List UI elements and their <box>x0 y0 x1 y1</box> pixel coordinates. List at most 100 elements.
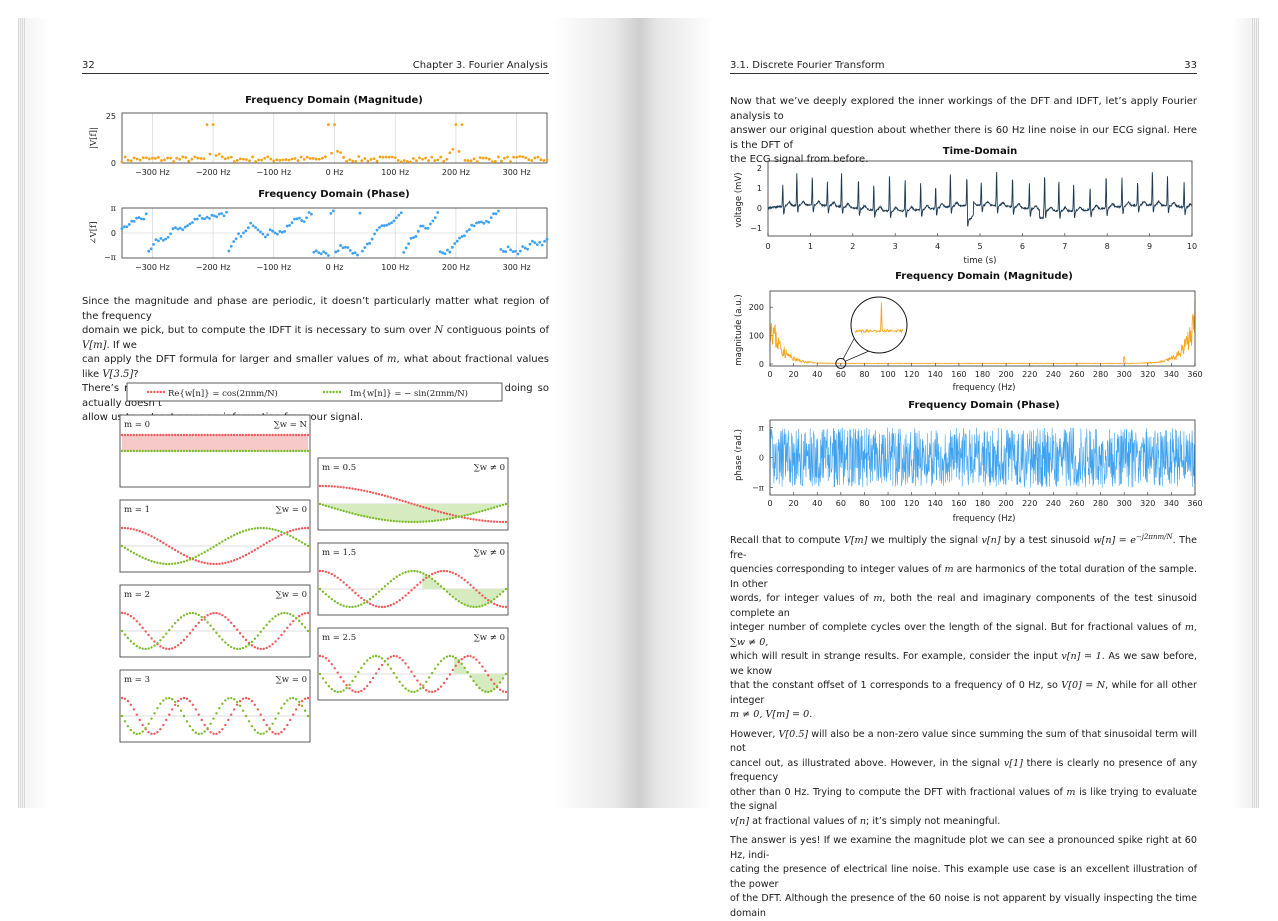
im-point <box>395 520 398 523</box>
phase-point <box>161 238 165 242</box>
text-line: However, V[0.5] will also be a non-zero … <box>730 728 1197 755</box>
im-point <box>156 449 159 453</box>
re-point <box>144 532 147 535</box>
re-point <box>306 526 310 530</box>
phase-point <box>123 225 126 229</box>
panel-m-label: m = 1.5 <box>322 548 356 558</box>
phase-point <box>358 211 362 215</box>
im-point <box>374 654 378 658</box>
magnitude-point <box>299 155 303 159</box>
re-point <box>292 433 295 437</box>
re-point <box>232 708 236 711</box>
im-point <box>256 449 260 453</box>
im-point <box>173 562 177 565</box>
legend-re-marker <box>146 390 150 394</box>
im-point <box>259 449 262 453</box>
phase-point <box>293 217 296 221</box>
re-point <box>141 626 144 630</box>
re-point <box>327 571 331 574</box>
x-tick-label: 60 <box>836 370 846 379</box>
legend-re-marker <box>162 390 166 394</box>
phase-point <box>433 216 437 220</box>
im-point <box>457 600 460 603</box>
magnitude-point <box>381 155 385 159</box>
phase-point <box>249 221 253 225</box>
im-point <box>218 449 221 453</box>
re-point <box>203 723 206 727</box>
im-point <box>132 551 136 555</box>
im-point <box>416 520 419 524</box>
re-point <box>377 667 381 671</box>
im-point <box>141 647 144 650</box>
im-point <box>144 449 147 453</box>
im-point <box>176 449 180 453</box>
im-point <box>235 700 239 704</box>
phase-point <box>244 229 248 233</box>
re-point <box>244 553 248 557</box>
im-point <box>395 676 398 679</box>
x-tick-label: −200 Hz <box>196 168 231 177</box>
re-point <box>253 548 257 552</box>
magnitude-point <box>242 157 245 161</box>
im-point <box>463 666 466 670</box>
phase-point <box>426 226 430 230</box>
re-point <box>170 433 174 437</box>
im-point <box>436 582 440 585</box>
re-point <box>179 433 183 437</box>
magnitude-point <box>454 123 458 126</box>
im-point <box>422 520 425 523</box>
re-point <box>247 433 251 437</box>
im-point <box>227 643 230 647</box>
im-point <box>256 526 260 530</box>
im-point <box>250 724 254 728</box>
panel-frame <box>119 584 311 658</box>
sinusoid-panel: m = 0 ∑w = N <box>119 414 311 488</box>
im-point <box>253 449 257 453</box>
re-point <box>448 513 452 516</box>
panel-sum-label: ∑w = N <box>274 420 308 430</box>
im-point <box>428 575 431 578</box>
re-point <box>162 541 165 545</box>
re-point <box>318 569 322 573</box>
im-point <box>268 449 271 453</box>
im-point <box>132 449 136 453</box>
re-point <box>162 433 165 437</box>
magnitude-point <box>402 159 406 162</box>
re-point <box>348 486 351 490</box>
im-point <box>416 570 419 573</box>
magnitude-point <box>172 160 176 163</box>
magnitude-point <box>181 155 185 159</box>
im-point <box>460 601 463 605</box>
im-point <box>235 449 239 453</box>
re-point <box>141 433 144 437</box>
x-tick-label: 300 Hz <box>503 263 531 272</box>
left-phase-ytick: π <box>111 204 116 213</box>
im-point <box>159 449 162 453</box>
magnitude-point <box>223 157 227 161</box>
re-point <box>333 485 336 488</box>
magnitude-point <box>436 158 440 162</box>
phase-point <box>266 233 270 237</box>
im-point <box>433 667 437 670</box>
im-point <box>478 686 481 690</box>
phase-point <box>392 219 396 223</box>
sinusoid-panel: m = 2.5 ∑w ≠ 0 <box>317 627 509 701</box>
im-point <box>162 699 165 702</box>
phase-point <box>220 212 223 215</box>
magnitude-point <box>226 156 230 160</box>
re-point <box>262 433 265 437</box>
im-point <box>168 562 171 566</box>
im-point <box>274 528 277 532</box>
im-point <box>141 449 144 453</box>
re-point <box>221 433 224 437</box>
panel-sum-label: ∑w ≠ 0 <box>474 633 505 643</box>
re-point <box>274 732 277 735</box>
im-point <box>392 519 396 523</box>
im-point <box>422 572 425 575</box>
im-point <box>366 600 369 603</box>
im-point <box>185 612 189 616</box>
im-point <box>206 449 209 453</box>
re-point <box>321 570 325 573</box>
phase-point <box>470 223 474 227</box>
im-point <box>230 696 233 700</box>
